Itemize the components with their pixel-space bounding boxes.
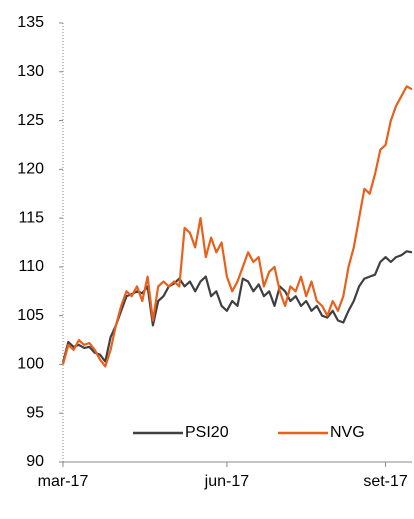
y-tick-label: 115 [18, 209, 44, 226]
y-tick-label: 100 [17, 356, 44, 373]
y-tick-label: 110 [18, 258, 44, 275]
series-line [61, 85, 413, 368]
x-tick-label: set-17 [363, 473, 408, 490]
y-tick-label: 135 [17, 14, 44, 31]
y-tick-label: 90 [26, 453, 44, 470]
y-tick-label: 105 [17, 307, 44, 324]
y-tick-label: 120 [17, 161, 44, 178]
legend-label: NVG [330, 424, 365, 441]
x-tick-label: jun-17 [204, 473, 250, 490]
y-tick-label: 125 [17, 112, 44, 129]
y-tick-label: 130 [17, 63, 44, 80]
x-tick-label: mar-17 [38, 473, 89, 490]
y-tick-label: 95 [26, 404, 44, 421]
series-line [61, 250, 413, 363]
legend-label: PSI20 [185, 424, 229, 441]
